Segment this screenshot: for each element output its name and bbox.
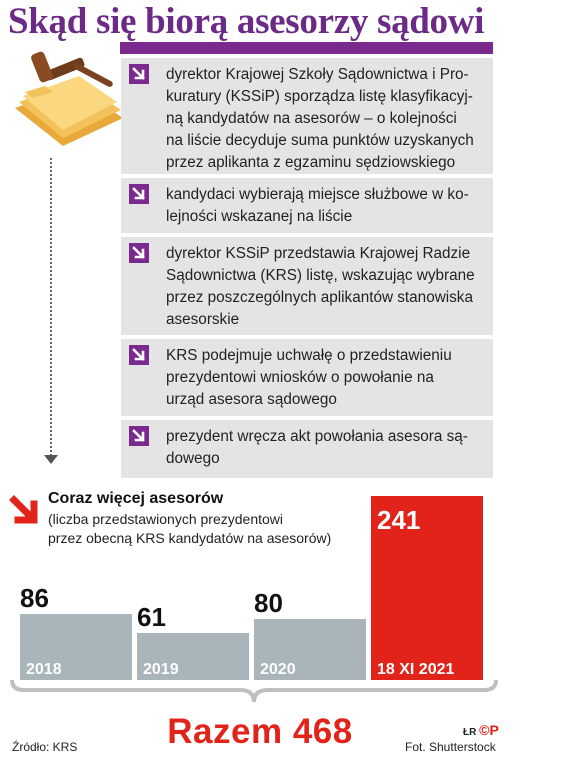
arrow-down-right-icon bbox=[9, 495, 38, 524]
bar-2018 bbox=[20, 614, 132, 680]
list-item: dyrektor Krajowej Szkoły Sądownictwa i P… bbox=[121, 58, 493, 174]
title-underline-bar bbox=[120, 42, 493, 54]
arrow-down-right-icon bbox=[129, 243, 149, 263]
arrow-down-right-icon bbox=[129, 345, 149, 365]
arrow-down-right-icon bbox=[129, 426, 149, 446]
list-item: prezydent wręcza akt powołania asesora s… bbox=[121, 420, 493, 478]
source-label: Źródło: KRS bbox=[12, 740, 78, 754]
list-item: kandydaci wybierają miejsce służbowe w k… bbox=[121, 178, 493, 233]
step-text: dyrektor KSSiP przedstawia Krajowej Radz… bbox=[166, 245, 475, 328]
gavel-folder-illustration bbox=[15, 51, 123, 146]
photo-credit: Fot. Shutterstock bbox=[405, 740, 496, 754]
list-item: KRS podejmuje uchwałę o przedstawieniu p… bbox=[121, 339, 493, 416]
bar-value-label: 86 bbox=[20, 583, 49, 613]
logo-prefix: ŁR bbox=[463, 727, 477, 738]
bar-value-label: 80 bbox=[254, 588, 283, 618]
arrow-down-right-icon bbox=[129, 184, 149, 204]
publisher-logo: ŁR ©P bbox=[463, 722, 499, 738]
step-text: prezydent wręcza akt powołania asesora s… bbox=[166, 428, 468, 467]
timeline-arrow-icon bbox=[44, 455, 58, 464]
bar-value-label: 61 bbox=[137, 602, 166, 632]
total-brace bbox=[10, 679, 498, 703]
step-text: dyrektor Krajowej Szkoły Sądownictwa i P… bbox=[166, 66, 474, 171]
step-text: kandydaci wybierają miejsce służbowe w k… bbox=[166, 186, 469, 225]
bar-2020 bbox=[254, 619, 366, 680]
bar-18-xi-2021 bbox=[371, 496, 483, 680]
bar-2019 bbox=[137, 633, 249, 680]
arrow-down-right-icon bbox=[129, 64, 149, 84]
step-text: KRS podejmuje uchwałę o przedstawieniu p… bbox=[166, 347, 452, 408]
timeline-dotted-line bbox=[50, 158, 52, 460]
chart-title: Coraz więcej asesorów bbox=[48, 490, 224, 507]
total-label: Razem 468 bbox=[167, 712, 353, 751]
logo-mark: ©P bbox=[479, 722, 499, 738]
chart-subtitle: (liczba przedstawionych prezydentowi prz… bbox=[48, 511, 332, 546]
page-title: Skąd się biorą asesorzy sądowi bbox=[8, 1, 485, 42]
list-item: dyrektor KSSiP przedstawia Krajowej Radz… bbox=[121, 237, 493, 335]
bar-value-label: 241 bbox=[377, 505, 420, 535]
